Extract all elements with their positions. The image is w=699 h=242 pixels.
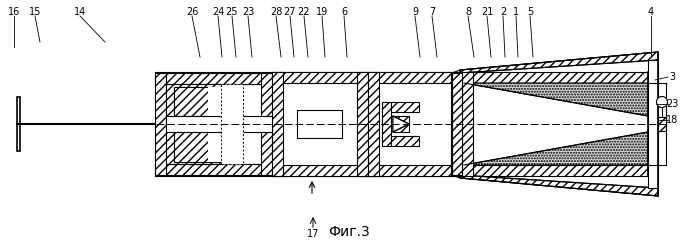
Bar <box>357 72 368 176</box>
Text: 21: 21 <box>481 7 493 17</box>
Bar <box>368 72 379 176</box>
Text: 24: 24 <box>212 7 224 17</box>
Bar <box>462 83 648 165</box>
Bar <box>166 129 236 164</box>
Text: Фиг.3: Фиг.3 <box>328 225 370 239</box>
Bar <box>658 117 666 131</box>
Text: 15: 15 <box>29 7 41 17</box>
Bar <box>17 97 20 151</box>
Text: 27: 27 <box>284 7 296 17</box>
Bar <box>393 116 409 132</box>
Bar <box>272 83 368 165</box>
Bar <box>166 84 272 164</box>
Text: 2: 2 <box>500 7 506 17</box>
Bar <box>368 165 462 176</box>
Polygon shape <box>460 52 658 73</box>
Bar <box>648 72 658 176</box>
Polygon shape <box>464 132 648 165</box>
Circle shape <box>656 97 668 107</box>
Bar <box>272 165 368 176</box>
Text: 1: 1 <box>513 7 519 17</box>
Text: 14: 14 <box>74 7 86 17</box>
Bar <box>208 87 226 116</box>
Bar <box>221 84 243 164</box>
Text: 7: 7 <box>429 7 435 17</box>
Polygon shape <box>464 83 648 116</box>
Text: 25: 25 <box>226 7 238 17</box>
Text: 6: 6 <box>341 7 347 17</box>
Bar <box>155 164 272 175</box>
Text: 17: 17 <box>307 229 319 239</box>
Polygon shape <box>393 116 409 132</box>
Bar <box>297 110 342 138</box>
Text: 16: 16 <box>8 7 20 17</box>
Text: 19: 19 <box>316 7 328 17</box>
Bar <box>272 72 368 83</box>
Bar <box>391 102 419 112</box>
Text: 3: 3 <box>669 72 675 82</box>
Bar <box>155 73 272 84</box>
Bar <box>368 83 462 165</box>
Bar <box>166 116 272 132</box>
Bar <box>452 73 462 175</box>
Bar <box>368 72 462 83</box>
Bar <box>166 84 236 119</box>
Text: 4: 4 <box>648 7 654 17</box>
Text: 5: 5 <box>527 7 533 17</box>
Bar <box>208 131 226 162</box>
Bar <box>648 60 658 188</box>
Text: 28: 28 <box>270 7 282 17</box>
Text: 23: 23 <box>666 99 678 109</box>
Bar <box>174 87 224 116</box>
Text: 22: 22 <box>298 7 310 17</box>
Bar <box>462 165 648 176</box>
Bar <box>462 72 648 83</box>
Text: 26: 26 <box>186 7 199 17</box>
Bar <box>272 72 283 176</box>
Bar <box>391 136 419 146</box>
Text: 9: 9 <box>412 7 418 17</box>
Text: 18: 18 <box>666 115 678 125</box>
Bar <box>261 73 272 175</box>
Bar <box>174 87 224 116</box>
Bar <box>155 73 166 175</box>
Polygon shape <box>460 175 658 196</box>
Bar <box>382 102 391 146</box>
Bar <box>462 72 473 176</box>
Text: 23: 23 <box>242 7 254 17</box>
Bar <box>174 131 224 162</box>
Text: 8: 8 <box>465 7 471 17</box>
Bar <box>451 72 462 176</box>
Polygon shape <box>393 116 409 132</box>
Bar <box>174 131 224 162</box>
